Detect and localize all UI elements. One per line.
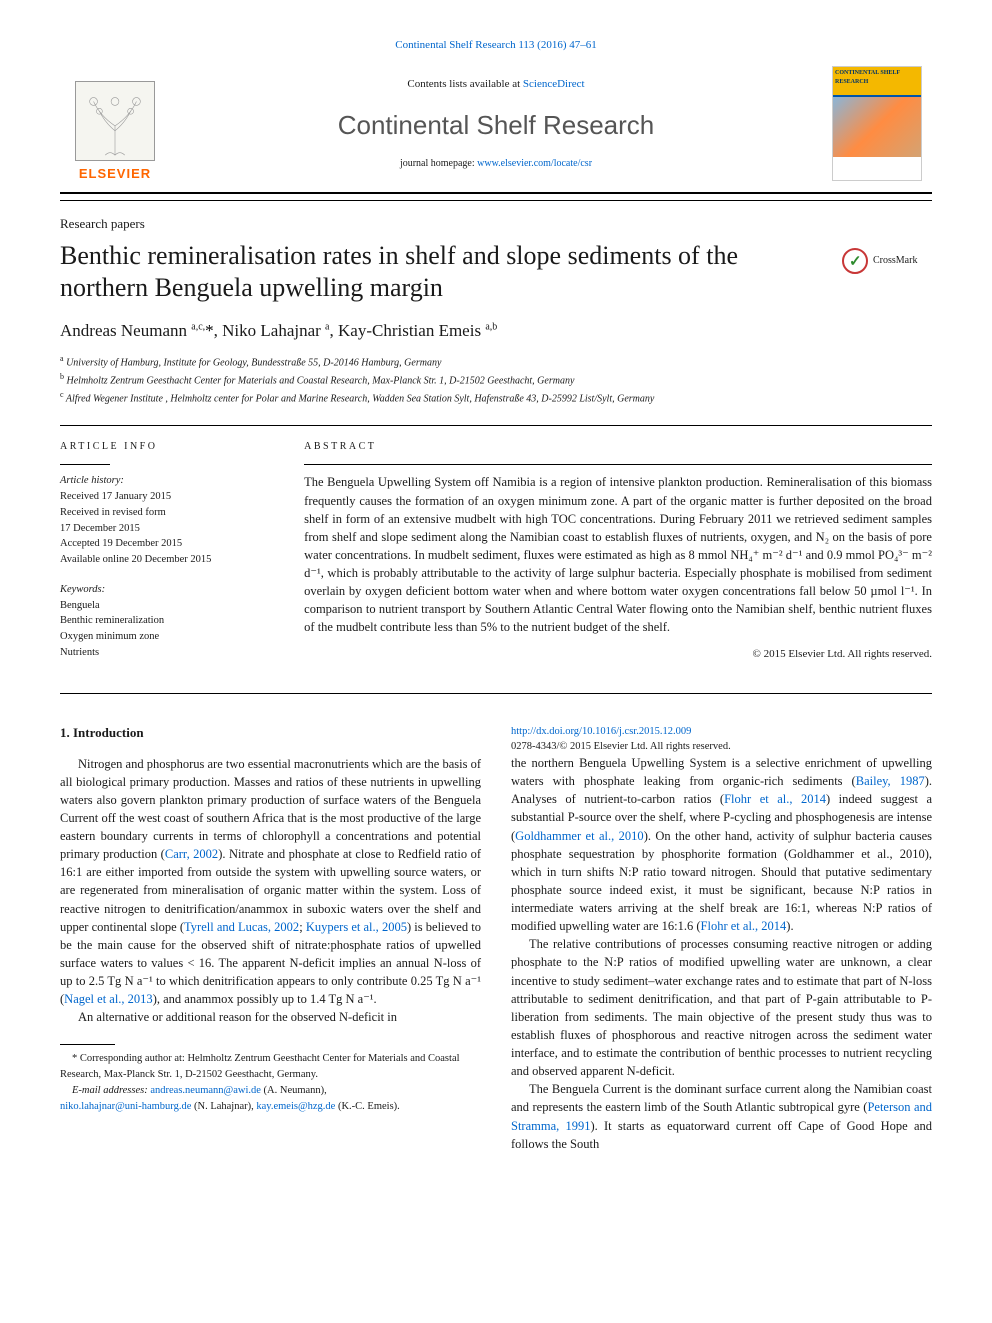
ref-flohr-2014b[interactable]: Flohr et al., 2014 <box>701 919 787 933</box>
article-info-column: ARTICLE INFO Article history: Received 1… <box>60 440 304 675</box>
history-line: Received 17 January 2015 <box>60 489 278 505</box>
affiliation-a: a University of Hamburg, Institute for G… <box>60 353 932 371</box>
abstract-copyright: © 2015 Elsevier Ltd. All rights reserved… <box>304 647 932 663</box>
paper-type: Research papers <box>60 215 932 234</box>
journal-banner: ELSEVIER Contents lists available at Sci… <box>60 64 932 194</box>
homepage-link[interactable]: www.elsevier.com/locate/csr <box>477 158 592 169</box>
crossmark-badge[interactable]: CrossMark <box>842 248 932 274</box>
authors: Andreas Neumann a,c,*, Niko Lahajnar a, … <box>60 319 932 344</box>
history-line: 17 December 2015 <box>60 521 278 537</box>
banner-underline <box>60 200 932 201</box>
email-lahajnar[interactable]: niko.lahajnar@uni-hamburg.de <box>60 1101 191 1112</box>
corresponding-author: * Corresponding author at: Helmholtz Zen… <box>60 1051 481 1083</box>
footnote-separator <box>60 1044 115 1045</box>
footnotes: * Corresponding author at: Helmholtz Zen… <box>60 1051 481 1114</box>
body-p3: the northern Benguela Upwelling System i… <box>511 754 932 935</box>
contents-line: Contents lists available at ScienceDirec… <box>170 77 822 93</box>
article-history: Article history: Received 17 January 201… <box>60 473 278 568</box>
crossmark-label: CrossMark <box>873 254 917 269</box>
article-info-rule <box>60 464 110 465</box>
cover-thumb-title: CONTINENTAL SHELF RESEARCH <box>833 67 921 97</box>
elsevier-tree-icon <box>75 81 155 161</box>
body-columns: 1. Introduction Nitrogen and phosphorus … <box>60 724 932 1153</box>
abstract-heading: ABSTRACT <box>304 440 932 455</box>
email-addresses: E-mail addresses: andreas.neumann@awi.de… <box>60 1083 481 1115</box>
cover-thumb-image <box>833 97 921 157</box>
top-citation: Continental Shelf Research 113 (2016) 47… <box>60 38 932 54</box>
issn-copyright: 0278-4343/© 2015 Elsevier Ltd. All right… <box>511 741 731 752</box>
keyword: Benthic remineralization <box>60 613 278 629</box>
keyword: Oxygen minimum zone <box>60 629 278 645</box>
sciencedirect-link[interactable]: ScienceDirect <box>523 78 585 90</box>
history-line: Received in revised form <box>60 505 278 521</box>
body-p2: An alternative or additional reason for … <box>60 1008 481 1026</box>
article-info-heading: ARTICLE INFO <box>60 440 278 455</box>
banner-center: Contents lists available at ScienceDirec… <box>170 77 822 171</box>
affiliations: a University of Hamburg, Institute for G… <box>60 353 932 406</box>
ref-tyrell-lucas-2002[interactable]: Tyrell and Lucas, 2002 <box>184 920 299 934</box>
journal-name: Continental Shelf Research <box>170 107 822 145</box>
homepage-line: journal homepage: www.elsevier.com/locat… <box>170 157 822 172</box>
meta-abstract-row: ARTICLE INFO Article history: Received 1… <box>60 425 932 694</box>
keyword: Nutrients <box>60 645 278 661</box>
abstract-text: The Benguela Upwelling System off Namibi… <box>304 473 932 636</box>
email-emeis[interactable]: kay.emeis@hzg.de <box>256 1101 335 1112</box>
doi-block: http://dx.doi.org/10.1016/j.csr.2015.12.… <box>511 724 932 754</box>
ref-nagel-2013[interactable]: Nagel et al., 2013 <box>64 992 153 1006</box>
ref-carr-2002[interactable]: Carr, 2002 <box>165 847 218 861</box>
ref-goldhammer-2010[interactable]: Goldhammer et al., 2010 <box>515 829 644 843</box>
paper-title: Benthic remineralisation rates in shelf … <box>60 240 824 305</box>
ref-flohr-2014a[interactable]: Flohr et al., 2014 <box>724 792 826 806</box>
doi-link[interactable]: http://dx.doi.org/10.1016/j.csr.2015.12.… <box>511 726 691 737</box>
top-citation-link[interactable]: Continental Shelf Research 113 (2016) 47… <box>395 39 597 51</box>
history-line: Accepted 19 December 2015 <box>60 536 278 552</box>
keyword: Benguela <box>60 598 278 614</box>
crossmark-icon <box>842 248 868 274</box>
cover-thumbnail-block: CONTINENTAL SHELF RESEARCH <box>822 64 932 184</box>
ref-kuypers-2005[interactable]: Kuypers et al., 2005 <box>306 920 407 934</box>
publisher-name: ELSEVIER <box>79 165 151 184</box>
cover-thumbnail: CONTINENTAL SHELF RESEARCH <box>832 66 922 181</box>
body-p5: The Benguela Current is the dominant sur… <box>511 1080 932 1153</box>
keywords-block: Keywords: BenguelaBenthic remineralizati… <box>60 582 278 661</box>
body-p1: Nitrogen and phosphorus are two essentia… <box>60 755 481 1009</box>
publisher-logo-block: ELSEVIER <box>60 64 170 184</box>
history-label: Article history: <box>60 473 278 489</box>
ref-bailey-1987[interactable]: Bailey, 1987 <box>856 774 925 788</box>
affiliation-b: b Helmholtz Zentrum Geesthacht Center fo… <box>60 371 932 389</box>
abstract-rule <box>304 464 932 465</box>
intro-heading: 1. Introduction <box>60 724 481 743</box>
history-line: Available online 20 December 2015 <box>60 552 278 568</box>
affiliation-c: c Alfred Wegener Institute , Helmholtz c… <box>60 389 932 407</box>
abstract-column: ABSTRACT The Benguela Upwelling System o… <box>304 440 932 675</box>
body-p4: The relative contributions of processes … <box>511 935 932 1080</box>
email-neumann[interactable]: andreas.neumann@awi.de <box>150 1085 261 1096</box>
keywords-label: Keywords: <box>60 582 278 598</box>
